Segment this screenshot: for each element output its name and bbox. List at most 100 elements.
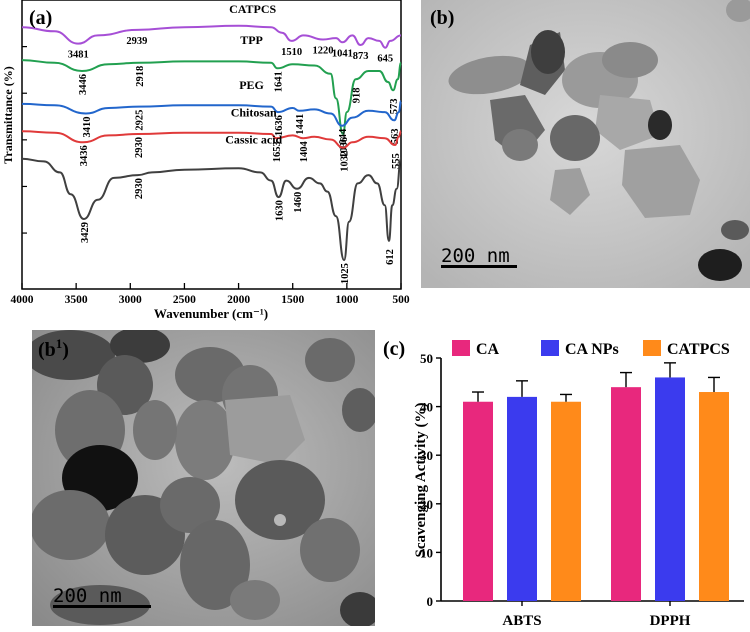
bar-ca-nps-abts bbox=[507, 396, 537, 601]
panel-a-label: (a) bbox=[29, 7, 52, 29]
tem-b-scale-bar bbox=[441, 265, 517, 268]
ftir-peak-label: 1220 bbox=[313, 46, 334, 57]
legend-swatch bbox=[643, 340, 661, 356]
ftir-x-tick-label: 2000 bbox=[227, 294, 250, 306]
tem-image-b: 200 nm (b) bbox=[421, 0, 750, 288]
ftir-peak-label: 1025 bbox=[340, 263, 351, 284]
ftir-x-axis-label: Wavenumber (cm⁻¹) bbox=[154, 306, 268, 321]
ftir-line bbox=[21, 130, 402, 149]
bar-y-tick-label: 0 bbox=[427, 594, 434, 609]
ftir-series-chitosan: Chitosan 3436 2930 1653 1404 1032 555 bbox=[21, 105, 402, 172]
tem-b1-scale-bar bbox=[53, 605, 151, 608]
bar-y-tick-label: 50 bbox=[420, 351, 433, 366]
ftir-plot-frame bbox=[21, 0, 402, 290]
bar-category-label: ABTS bbox=[502, 613, 541, 629]
ftir-panel: 4000 3500 3000 2500 2000 1500 1000 500 CATPCS 34… bbox=[1, 0, 410, 321]
bar-y-tick-label: 10 bbox=[420, 545, 433, 560]
panel-c-label: (c) bbox=[383, 338, 405, 360]
ftir-series-name: CATPCS bbox=[229, 2, 276, 16]
bar-ca-nps-dpph bbox=[655, 377, 685, 601]
ftir-peak-label: 3436 bbox=[79, 145, 90, 166]
ftir-peak-label: 563 bbox=[390, 129, 401, 145]
ftir-peak-label: 1653 bbox=[272, 141, 283, 162]
legend-swatch bbox=[541, 340, 559, 356]
legend-label: CA bbox=[476, 341, 500, 358]
bar-legend: CA CA NPs CATPCS bbox=[452, 340, 730, 358]
ftir-peak-label: 1404 bbox=[299, 140, 310, 162]
panel-b1-label-main: (b bbox=[38, 339, 56, 361]
ftir-peak-label: 1441 bbox=[295, 114, 306, 135]
ftir-peak-label: 2930 bbox=[134, 178, 145, 199]
ftir-x-tick-label: 4000 bbox=[11, 294, 34, 306]
ftir-peak-label: 645 bbox=[377, 54, 393, 65]
legend-swatch bbox=[452, 340, 470, 356]
ftir-series-cassic-acid: Cassic acid 3429 2930 1630 1460 1025 612 bbox=[21, 133, 402, 284]
ftir-peak-label: 612 bbox=[385, 249, 396, 265]
ftir-line bbox=[21, 100, 402, 127]
ftir-peak-label: 1630 bbox=[275, 200, 286, 221]
tem-b1-scale-label: 200 nm bbox=[53, 585, 122, 607]
tem-b-particles bbox=[448, 0, 750, 281]
ftir-x-tick-label: 2500 bbox=[173, 294, 196, 306]
ftir-x-tick-label: 3500 bbox=[65, 294, 88, 306]
panel-b1-label-sup: 1 bbox=[56, 336, 63, 351]
ftir-peak-label: 2930 bbox=[134, 137, 145, 158]
ftir-series-peg: PEG 3410 2925 1636 1441 1044 563 bbox=[21, 78, 402, 150]
panel-b1-label: (b1) bbox=[38, 336, 69, 361]
bar-axes: 0 10 20 30 40 50 bbox=[420, 351, 744, 609]
ftir-peak-label: 3481 bbox=[68, 50, 89, 61]
ftir-peak-label: 1641 bbox=[273, 71, 284, 92]
ftir-peak-label: 873 bbox=[353, 51, 369, 62]
bar-catpcs-dpph bbox=[699, 392, 729, 601]
legend-label: CATPCS bbox=[667, 341, 730, 358]
ftir-peak-label: 555 bbox=[391, 153, 402, 169]
ftir-y-axis-label: Transmittance (%) bbox=[1, 66, 15, 163]
ftir-line bbox=[21, 157, 402, 262]
bar-ca-abts bbox=[463, 401, 493, 601]
ftir-peak-label: 3429 bbox=[80, 222, 91, 243]
ftir-x-tick-label: 1000 bbox=[335, 294, 358, 306]
bar-category-label: DPPH bbox=[650, 613, 691, 629]
ftir-peak-label: 1044 bbox=[338, 128, 349, 150]
ftir-x-ticks: 4000 3500 3000 2500 2000 1500 1000 500 bbox=[11, 283, 410, 306]
tem-b-scale-label: 200 nm bbox=[441, 245, 510, 267]
ftir-series-name: Chitosan bbox=[231, 105, 277, 119]
ftir-line bbox=[21, 59, 402, 136]
ftir-peak-label: 1460 bbox=[293, 192, 304, 213]
bar-y-tick-label: 30 bbox=[420, 448, 433, 463]
ftir-line bbox=[21, 24, 402, 49]
ftir-y-ticks bbox=[22, 46, 27, 234]
ftir-peak-label: 3410 bbox=[82, 117, 93, 138]
legend-label: CA NPs bbox=[565, 341, 619, 358]
ftir-x-tick-label: 500 bbox=[392, 294, 410, 306]
ftir-series-name: TPP bbox=[240, 33, 263, 47]
ftir-peak-label: 2918 bbox=[135, 66, 146, 87]
bar-y-axis-label: Scavenging Activity (%) bbox=[413, 403, 429, 558]
ftir-peak-label: 3446 bbox=[78, 74, 89, 95]
ftir-peak-label: 918 bbox=[352, 87, 363, 103]
bar-ca-dpph bbox=[611, 387, 641, 601]
bar-series: ABTS DPPH bbox=[463, 362, 729, 629]
ftir-peak-label: 1510 bbox=[281, 47, 302, 58]
ftir-peak-label: 1041 bbox=[332, 48, 353, 59]
ftir-peak-label: 573 bbox=[389, 98, 400, 114]
ftir-x-tick-label: 3000 bbox=[119, 294, 142, 306]
tem-b1-particles bbox=[32, 330, 375, 626]
ftir-series-name: PEG bbox=[239, 78, 264, 92]
tem-image-b1: 200 nm (b1) bbox=[32, 330, 375, 626]
bar-y-tick-label: 40 bbox=[420, 400, 433, 415]
ftir-x-tick-label: 1500 bbox=[281, 294, 304, 306]
panel-b1-label-close: ) bbox=[62, 339, 69, 361]
bar-catpcs-abts bbox=[551, 401, 581, 601]
panel-b-label: (b) bbox=[430, 7, 454, 29]
bar-y-tick-label: 20 bbox=[420, 497, 433, 512]
ftir-peak-label: 1032 bbox=[339, 151, 350, 172]
ftir-peak-label: 1636 bbox=[274, 115, 285, 136]
ftir-series-name: Cassic acid bbox=[225, 133, 282, 147]
ftir-peak-label: 2925 bbox=[134, 110, 145, 131]
ftir-peak-label: 2939 bbox=[126, 36, 147, 47]
